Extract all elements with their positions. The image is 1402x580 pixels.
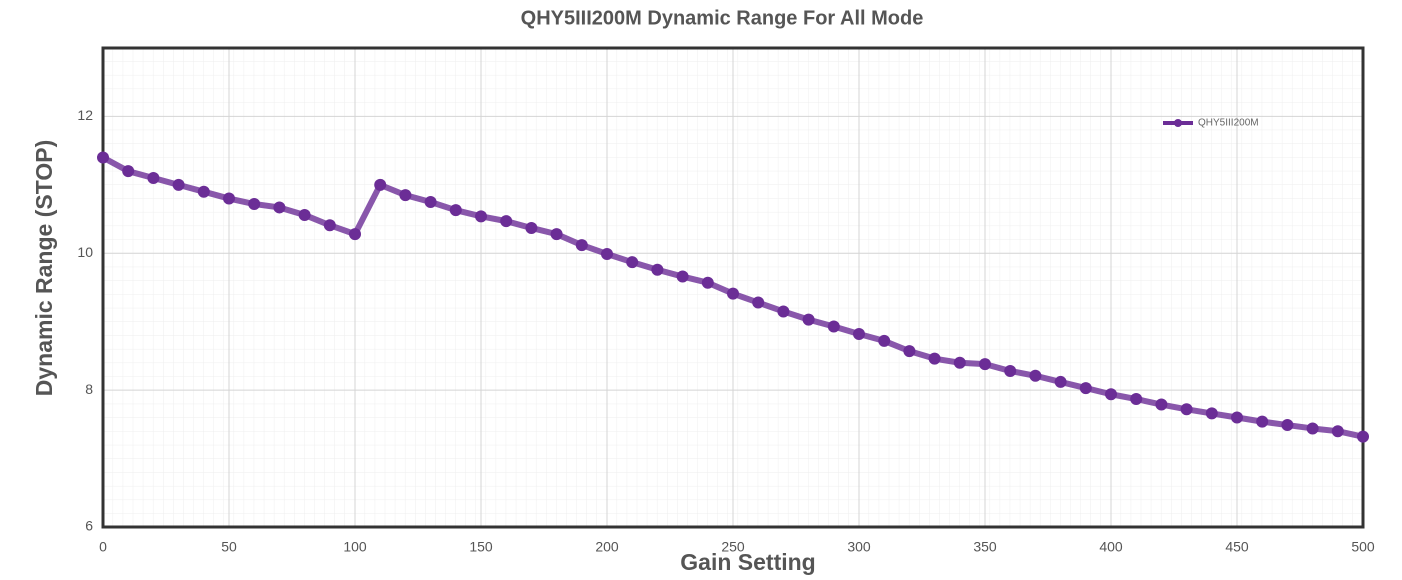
data-point	[979, 358, 991, 371]
data-point	[248, 198, 261, 211]
data-point	[122, 165, 135, 178]
data-point	[1357, 430, 1369, 443]
data-point	[777, 305, 790, 318]
x-tick-label: 350	[973, 539, 997, 555]
chart-title: QHY5III200M Dynamic Range For All Mode	[521, 7, 924, 29]
x-tick-label: 450	[1225, 539, 1249, 555]
data-point	[500, 215, 513, 228]
data-point	[97, 151, 109, 164]
data-point	[903, 345, 916, 358]
data-point	[953, 356, 966, 369]
data-point	[1105, 388, 1117, 401]
legend-text: QHY5III200M	[1198, 118, 1259, 129]
data-point	[827, 320, 840, 333]
data-point	[273, 201, 286, 214]
data-point	[298, 208, 311, 221]
data-point	[399, 189, 412, 202]
plot-frame	[101, 46, 1365, 529]
x-tick-label: 0	[99, 539, 107, 555]
data-point	[853, 328, 865, 341]
x-tick-label: 250	[721, 539, 745, 555]
data-point	[1205, 407, 1218, 420]
x-axis-label: Gain Setting	[680, 549, 815, 575]
data-point	[197, 185, 210, 198]
x-tick-label: 100	[343, 539, 367, 555]
y-tick-label: 10	[77, 244, 93, 260]
x-tick-label: 400	[1099, 539, 1123, 555]
data-point	[1029, 369, 1042, 382]
legend-marker	[1174, 119, 1182, 127]
x-tick-label: 300	[847, 539, 871, 555]
data-point	[550, 228, 563, 241]
data-point	[1306, 422, 1319, 435]
data-point	[147, 172, 160, 185]
x-tick-label: 200	[595, 539, 619, 555]
data-point	[676, 270, 689, 283]
data-point	[727, 287, 739, 300]
data-point	[1256, 415, 1269, 428]
data-point	[651, 263, 664, 276]
y-tick-label: 6	[85, 518, 93, 534]
x-tick-label: 500	[1351, 539, 1375, 555]
data-point	[349, 228, 361, 241]
x-tick-label: 50	[221, 539, 237, 555]
data-point	[1231, 411, 1243, 424]
data-point	[449, 204, 462, 217]
data-point	[1155, 398, 1168, 411]
y-tick-label: 12	[77, 107, 93, 123]
data-point	[323, 219, 336, 232]
x-tick-label: 150	[469, 539, 493, 555]
data-point	[172, 178, 185, 191]
data-point	[701, 276, 714, 289]
data-point	[752, 296, 765, 309]
data-point	[1054, 375, 1067, 388]
y-axis-label: Dynamic Range (STOP)	[31, 140, 57, 396]
data-point	[424, 195, 437, 208]
y-tick-label: 8	[85, 381, 93, 397]
data-point	[626, 256, 639, 269]
data-point	[1180, 403, 1193, 416]
data-point	[928, 352, 941, 365]
data-point	[878, 334, 891, 347]
data-point	[802, 313, 815, 326]
data-point	[1281, 419, 1294, 432]
data-point	[601, 247, 613, 260]
data-point	[525, 221, 538, 234]
data-point	[1079, 382, 1092, 395]
data-point	[1331, 425, 1344, 438]
data-point	[575, 239, 588, 252]
data-point	[1004, 364, 1017, 377]
data-point	[475, 210, 487, 223]
data-point	[374, 178, 387, 191]
data-point	[1130, 393, 1143, 406]
data-point	[223, 192, 235, 205]
